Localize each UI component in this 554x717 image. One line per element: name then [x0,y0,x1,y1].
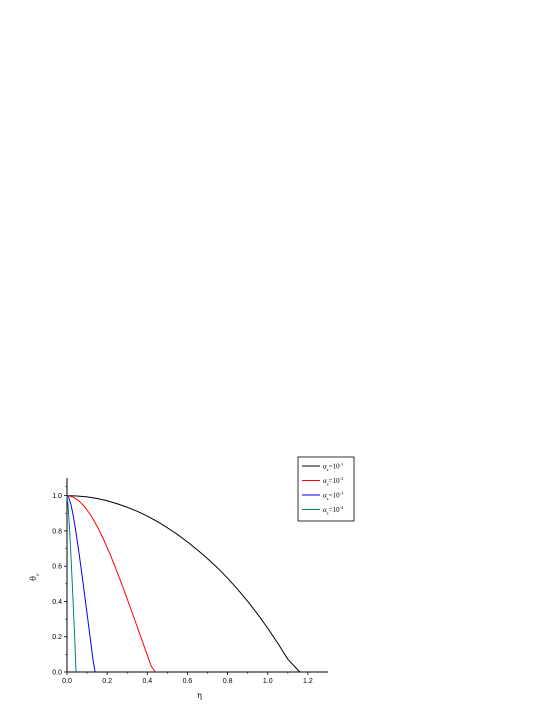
x-tick-label: 1.0 [263,678,273,685]
legend-entry-sub: z [327,511,329,516]
x-tick-label: 0.6 [183,678,193,685]
legend-entry-symbol: α [323,463,327,471]
legend-entry: αz=10-4 [323,505,344,516]
ticks: 0.0 0.2 0.4 0.6 0.8 1.0 1.2 0.0 0.2 0.4 0.6 0.8 1.0 [52,486,313,685]
legend-entry-sup: -3 [340,491,344,496]
legend-entry-sup: -4 [340,505,344,510]
y-tick-label: 0.4 [52,599,62,606]
legend-entry-sup: -1 [340,462,344,467]
y-tick-label: 0.0 [52,670,62,677]
y-axis-label-main: θ [29,576,38,581]
y-tick-label: 0.6 [52,564,62,571]
legend-entry: αz=10-2 [323,476,343,487]
legend-entry-symbol: α [323,477,327,485]
legend-entry-symbol: α [323,492,327,500]
y-tick-label: 0.2 [52,634,62,641]
y-axis-label: θc [29,573,41,581]
legend-entry-sup: -2 [340,476,344,481]
legend-entry-eq: =10 [329,492,340,500]
series-line-4 [66,495,77,673]
x-tick-label: 0.0 [62,678,72,685]
legend-entry-sub: z [327,467,329,472]
legend-entry-eq: =10 [329,506,340,514]
legend-entry-sub: z [327,482,329,487]
x-tick-label: 1.2 [303,678,313,685]
legend-entry-symbol: α [323,506,327,514]
series-lines [66,495,301,673]
axes [66,478,328,673]
y-tick-label: 1.0 [52,493,62,500]
y-axis-label-sub: c [35,573,41,576]
legend-entry: αz=10-1 [323,462,343,473]
x-tick-label: 0.8 [223,678,233,685]
series-line-1 [66,495,301,673]
legend-entry-eq: =10 [329,477,340,485]
legend-entry-eq: =10 [329,463,340,471]
legend-box [297,456,355,522]
legend-entry-sub: z [327,496,329,501]
x-axis-label: η [197,691,202,700]
y-tick-label: 0.8 [52,528,62,535]
series-line-2 [66,495,156,673]
series-line-3 [66,495,96,673]
x-tick-label: 0.4 [142,678,152,685]
legend: αz=10-1αz=10-2αz=10-3αz=10-4 [297,456,355,522]
legend-entry: αz=10-3 [323,491,344,502]
x-tick-label: 0.2 [102,678,112,685]
